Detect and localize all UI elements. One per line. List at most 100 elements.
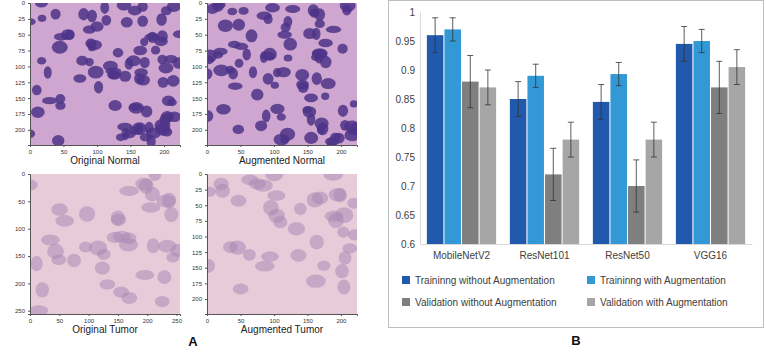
texture [303, 28, 316, 39]
legend-label: Validation with Augmentation [600, 297, 728, 308]
texture [230, 195, 246, 207]
tick: 150 [15, 253, 30, 259]
tick-label: 0 [29, 318, 33, 324]
bar-panel: 0.60.650.70.750.80.850.90.951MobileNetV2… [389, 1, 764, 328]
tick-mark [28, 51, 30, 52]
tick-label: 25 [195, 16, 202, 22]
axis-line [28, 175, 31, 315]
error-cap [533, 64, 539, 65]
error-line [653, 122, 654, 157]
texture [317, 260, 330, 270]
texture [325, 137, 339, 145]
texture [207, 259, 215, 273]
texture [134, 68, 148, 76]
texture [30, 305, 48, 314]
tick-mark [307, 145, 308, 147]
tick: 100 [192, 64, 207, 70]
texture [35, 3, 48, 7]
tick: 0 [206, 145, 210, 155]
error-line [636, 160, 637, 212]
tick-mark [274, 314, 275, 316]
texture [337, 44, 347, 54]
y-axis: 0255075100125150175200 [15, 0, 31, 145]
legend-label: Traininng with Augmentation [600, 275, 726, 286]
tick-mark [205, 190, 207, 191]
bar [729, 67, 746, 244]
texture [158, 270, 172, 284]
texture [32, 85, 42, 95]
series [444, 18, 710, 244]
tick-mark [59, 314, 60, 316]
texture [216, 104, 231, 114]
tick: 0.65 [396, 210, 420, 221]
error-cap [568, 157, 574, 158]
tick-mark [118, 314, 119, 316]
axis-line [31, 315, 181, 317]
texture [213, 51, 224, 58]
error-cap [651, 122, 657, 123]
series [462, 56, 728, 245]
texture [213, 3, 224, 12]
error-bar [515, 82, 521, 117]
error-cap [734, 84, 740, 85]
panel-label: A [188, 334, 198, 349]
tick-label: 250 [172, 318, 183, 324]
tick-label: 0 [199, 0, 203, 6]
tick-label: 25 [18, 16, 25, 22]
texture [321, 93, 329, 100]
texture [30, 179, 38, 190]
tick-mark [205, 237, 207, 238]
error-cap [432, 52, 438, 53]
tick-mark [205, 35, 207, 36]
texture [227, 8, 237, 16]
texture [242, 49, 251, 61]
tick-mark [28, 174, 30, 175]
texture [37, 57, 46, 64]
legend: Traininng without AugmentationTraininng … [402, 275, 728, 308]
tick-mark [28, 35, 30, 36]
texture [228, 83, 242, 90]
tick: 100 [15, 64, 30, 70]
tick-label: 0 [206, 149, 210, 155]
tick-mark [205, 82, 207, 83]
tick-mark [240, 314, 241, 316]
tick-mark [205, 51, 207, 52]
texture [52, 135, 65, 145]
texture [277, 113, 286, 120]
tick-mark [97, 145, 98, 147]
texture [73, 74, 86, 82]
tick-label: 175 [192, 281, 203, 287]
tick-label: 250 [15, 308, 26, 314]
legend-label: Validation without Augmentation [415, 297, 557, 308]
error-cap [450, 41, 456, 42]
axis-line [205, 4, 208, 146]
tick: ResNet50 [605, 244, 650, 261]
image-background [207, 3, 357, 145]
caption: Original Normal [70, 155, 139, 166]
texture [103, 61, 118, 71]
texture [83, 25, 96, 33]
error-cap [450, 17, 456, 18]
tick: 150 [126, 145, 137, 155]
texture [215, 184, 230, 198]
texture [318, 39, 333, 48]
tick-mark [89, 314, 90, 316]
error-bar [681, 27, 687, 62]
tick-label: 50 [18, 199, 25, 205]
tick: 0.75 [396, 152, 420, 163]
texture [128, 102, 144, 114]
tick-label: 25 [195, 187, 202, 193]
texture [159, 63, 174, 74]
bar [610, 74, 627, 244]
axis-line [208, 146, 358, 148]
tick: 1 [409, 7, 420, 18]
error-bar [651, 122, 657, 157]
texture [263, 15, 272, 24]
texture [338, 105, 348, 117]
texture [129, 126, 138, 134]
bar [510, 99, 527, 244]
bar [527, 76, 544, 244]
texture [348, 229, 357, 240]
tick-label: 0.7 [401, 181, 415, 192]
tick: 150 [113, 314, 124, 324]
